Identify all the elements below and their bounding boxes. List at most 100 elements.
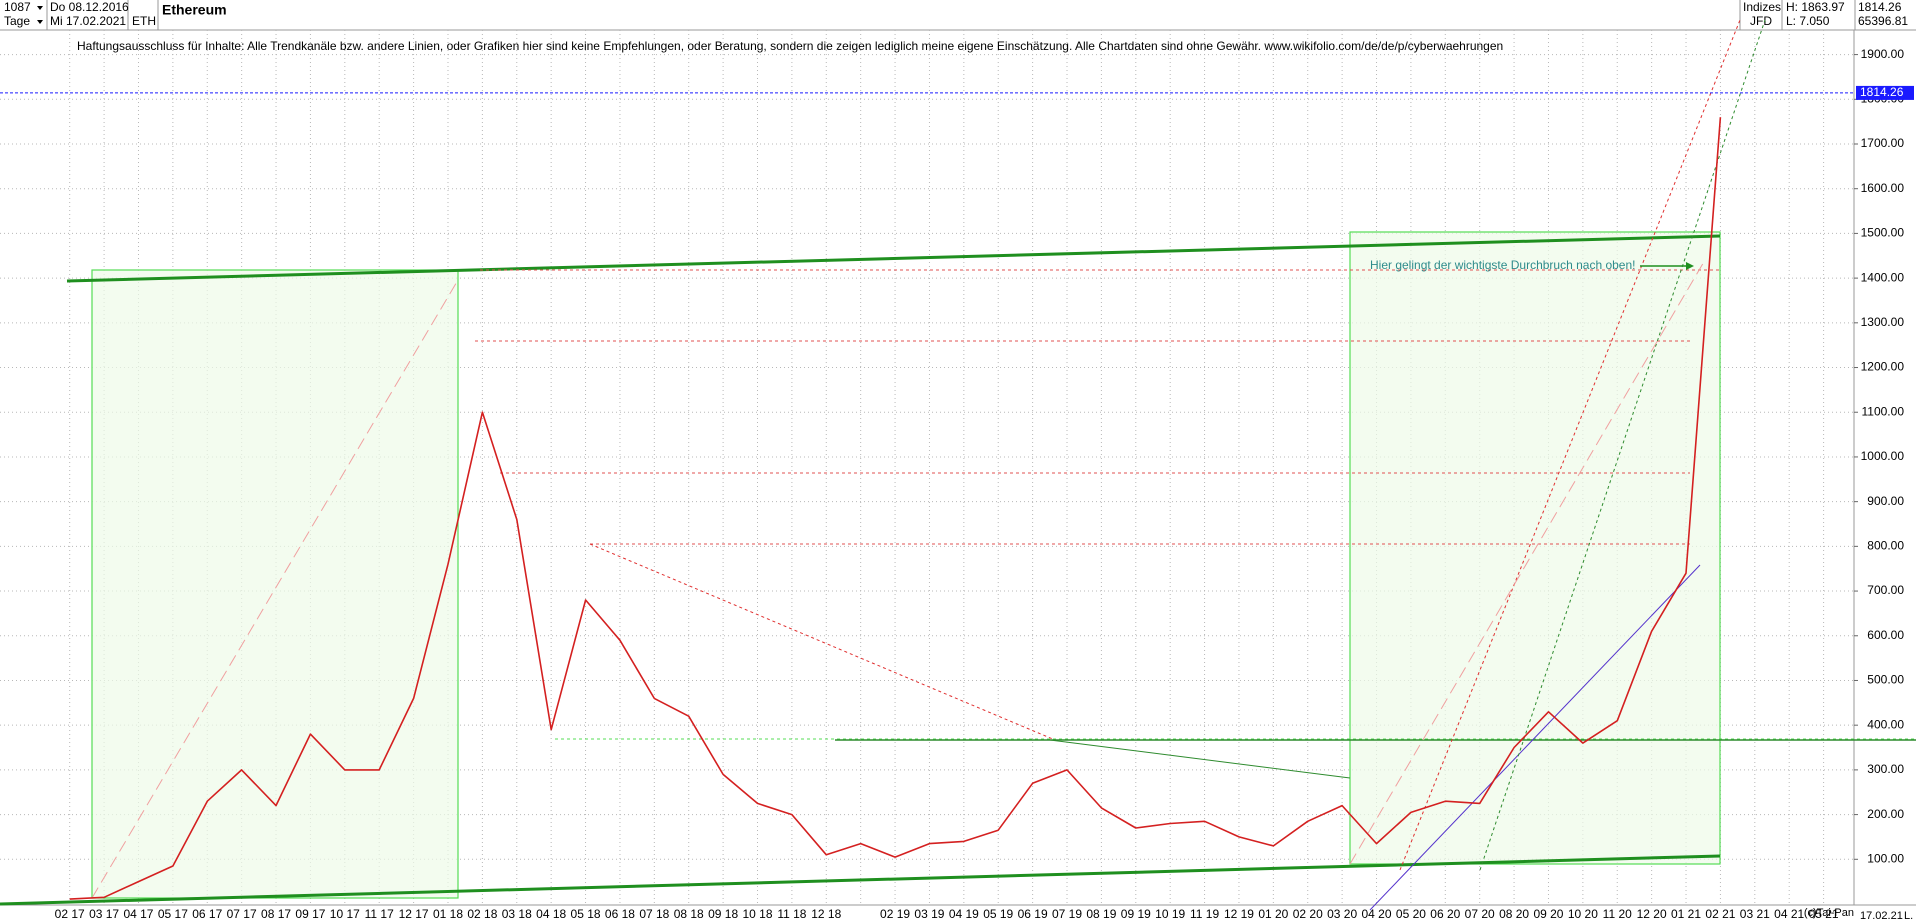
source: JFD xyxy=(1750,14,1772,28)
group: Indizes xyxy=(1743,0,1781,14)
copyright: (c)Tai-Pan xyxy=(1804,907,1854,919)
from-date[interactable]: Do 08.12.2016 xyxy=(50,0,129,14)
x-tick-label: 11 17 xyxy=(365,907,394,921)
x-tick-label: 02 17 xyxy=(55,907,85,921)
x-tick-label: 04 21 xyxy=(1774,907,1804,921)
x-tick-label: 08 19 xyxy=(1086,907,1116,921)
x-tick-label: 11 20 xyxy=(1603,907,1632,921)
x-tick-label: 03 21 xyxy=(1740,907,1770,921)
price-line xyxy=(69,117,1722,900)
y-tick-label: 900.00 xyxy=(1867,494,1904,508)
y-tick-label: 200.00 xyxy=(1867,807,1904,821)
y-tick-label: 1000.00 xyxy=(1861,449,1905,463)
x-tick-label: 08 18 xyxy=(674,907,704,921)
y-tick-label: 1400.00 xyxy=(1861,270,1905,284)
x-tick-label: 12 17 xyxy=(399,907,429,921)
dropdown-arrow[interactable] xyxy=(37,20,43,24)
x-tick-label: 07 18 xyxy=(639,907,669,921)
x-tick-label: 04 17 xyxy=(123,907,153,921)
x-tick-label: 12 19 xyxy=(1224,907,1254,921)
x-tick-label: 01 21 xyxy=(1671,907,1701,921)
x-tick-label: 01 18 xyxy=(433,907,463,921)
x-tick-label: 03 17 xyxy=(89,907,119,921)
drawings: Hier gelingt der wichtigste Durchbruch n… xyxy=(0,19,1916,911)
x-tick-label: 03 20 xyxy=(1327,907,1357,921)
disclaimer: Haftungsausschluss für Inhalte: Alle Tre… xyxy=(77,39,1503,53)
x-tick-label: 04 18 xyxy=(536,907,566,921)
y-tick-label: 1600.00 xyxy=(1861,181,1905,195)
x-tick-label: 05 17 xyxy=(158,907,188,921)
last-price-box xyxy=(1856,85,1914,100)
y-tick-label: 300.00 xyxy=(1867,762,1904,776)
x-tick-label: 09 18 xyxy=(708,907,738,921)
x-tick-label: 06 18 xyxy=(605,907,635,921)
x-tick-label: 09 19 xyxy=(1121,907,1151,921)
x-tick-label: 10 17 xyxy=(330,907,360,921)
y-tick-label: 1900.00 xyxy=(1861,47,1905,61)
x-tick-label: 09 17 xyxy=(295,907,325,921)
trend-line xyxy=(589,543,1056,741)
y-tick-label: 400.00 xyxy=(1867,717,1904,731)
x-tick-label: 06 20 xyxy=(1430,907,1460,921)
x-tick-label: 10 18 xyxy=(742,907,772,921)
period-select[interactable]: Tage xyxy=(4,14,30,28)
x-tick-label: 02 21 xyxy=(1705,907,1735,921)
last: 1814.26 xyxy=(1858,0,1902,14)
symbol: ETH xyxy=(132,14,156,28)
x-tick-label: 03 18 xyxy=(502,907,532,921)
last-price-label: 1814.26 xyxy=(1860,85,1904,99)
y-tick-label: 600.00 xyxy=(1867,628,1904,642)
x-tick-label: 11 19 xyxy=(1190,907,1219,921)
y-tick-label: 800.00 xyxy=(1867,539,1904,553)
chart-title: Ethereum xyxy=(162,2,227,18)
trend-line xyxy=(91,279,459,899)
x-tick-label: 07 20 xyxy=(1465,907,1495,921)
y-tick-label: 1300.00 xyxy=(1861,315,1905,329)
x-tick-label: 07 17 xyxy=(227,907,257,921)
x-tick-label: 01 20 xyxy=(1258,907,1288,921)
trend-line xyxy=(1049,739,1351,779)
volume: 65396.81 xyxy=(1858,14,1908,28)
bar-count[interactable]: 1087 xyxy=(4,0,31,14)
x-tick-label: 02 19 xyxy=(880,907,910,921)
footer-marker: L. xyxy=(1904,910,1913,922)
x-tick-label: 11 18 xyxy=(777,907,806,921)
x-tick-label: 07 19 xyxy=(1052,907,1082,921)
x-tick-label: 06 19 xyxy=(1018,907,1048,921)
highlight-box xyxy=(91,269,459,899)
x-tick-label: 10 19 xyxy=(1155,907,1185,921)
x-tick-label: 05 19 xyxy=(983,907,1013,921)
x-tick-label: 12 18 xyxy=(811,907,841,921)
footer-date: 17.02.21 xyxy=(1860,910,1903,922)
low: L: 7.050 xyxy=(1786,14,1830,28)
x-tick-label: 02 18 xyxy=(467,907,497,921)
y-tick-label: 1100.00 xyxy=(1862,404,1905,418)
y-tick-label: 100.00 xyxy=(1867,851,1904,865)
mark-layer: 1814.26 xyxy=(0,85,1914,900)
x-tick-label: 05 18 xyxy=(571,907,601,921)
trend-line xyxy=(0,854,1721,906)
dropdown-arrow[interactable] xyxy=(37,6,43,10)
high: H: 1863.97 xyxy=(1786,0,1845,14)
header-bar xyxy=(0,0,1916,30)
x-tick-label: 04 20 xyxy=(1362,907,1392,921)
y-tick-label: 1700.00 xyxy=(1861,136,1905,150)
y-tick-label: 700.00 xyxy=(1867,583,1904,597)
x-tick-label: 08 17 xyxy=(261,907,291,921)
to-date[interactable]: Mi 17.02.2021 xyxy=(50,14,126,28)
x-tick-label: 04 19 xyxy=(949,907,979,921)
highlight-box xyxy=(1349,231,1721,865)
x-tick-label: 05 20 xyxy=(1396,907,1426,921)
x-tick-label: 03 19 xyxy=(914,907,944,921)
x-tick-label: 10 20 xyxy=(1568,907,1598,921)
trend-line xyxy=(66,234,1721,283)
x-tick-label: 08 20 xyxy=(1499,907,1529,921)
annotation-arrowhead xyxy=(1686,262,1694,270)
x-tick-label: 06 17 xyxy=(192,907,222,921)
y-tick-label: 1200.00 xyxy=(1861,360,1905,374)
x-tick-label: 05 21 xyxy=(1809,907,1839,921)
x-tick-label: 02 20 xyxy=(1293,907,1323,921)
annotation: Hier gelingt der wichtigste Durchbruch n… xyxy=(1370,258,1635,272)
